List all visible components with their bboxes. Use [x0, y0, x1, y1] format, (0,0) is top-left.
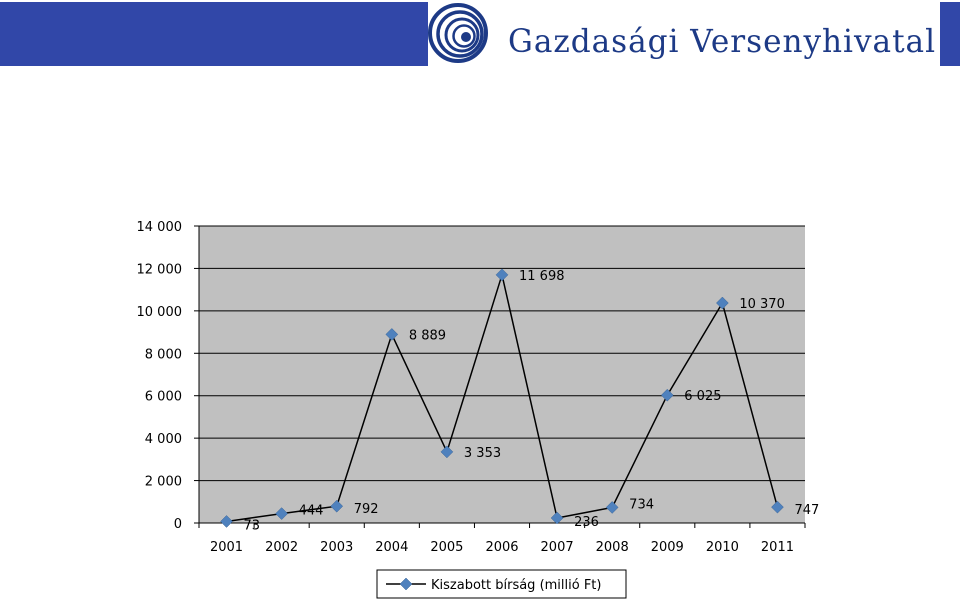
data-point [275, 507, 288, 520]
y-tick-label: 12 000 [137, 262, 183, 277]
data-point [330, 499, 344, 513]
x-tick-label: 2008 [596, 540, 629, 555]
legend-marker-swatch [399, 577, 413, 591]
data-label: 6 025 [684, 389, 721, 404]
data-point [660, 388, 674, 402]
data-label: 10 370 [739, 297, 785, 312]
data-label: 8 889 [409, 328, 446, 343]
x-tick-label: 2009 [651, 540, 684, 555]
y-tick-label: 8 000 [145, 347, 182, 362]
data-label: 236 [574, 515, 599, 530]
y-tick-label: 4 000 [145, 432, 182, 447]
legend: Kiszabott bírság (millió Ft) [376, 569, 627, 599]
header-band-left [0, 2, 428, 66]
y-tick-label: 14 000 [137, 220, 183, 235]
data-point [716, 296, 729, 310]
y-tick-label: 2 000 [145, 475, 182, 490]
x-tick-label: 2005 [430, 540, 463, 555]
y-tick-label: 6 000 [145, 390, 182, 405]
data-label: 73 [244, 518, 261, 533]
data-label: 792 [354, 502, 379, 517]
x-tick-label: 2002 [265, 540, 298, 555]
x-tick-label: 2010 [706, 540, 739, 555]
data-label: 3 353 [464, 446, 501, 461]
data-point [385, 328, 399, 341]
data-point [605, 501, 619, 514]
header: Gazdasági Versenyhivatal [0, 0, 960, 66]
legend-label: Kiszabott bírság (millió Ft) [431, 578, 601, 593]
data-point [495, 268, 509, 282]
header-logo: Gazdasági Versenyhivatal [428, 3, 936, 63]
x-tick-label: 2001 [210, 540, 243, 555]
data-label: 747 [794, 503, 819, 518]
spiral-icon [428, 3, 488, 63]
x-tick-label: 2011 [761, 540, 794, 555]
x-tick-label: 2006 [485, 540, 518, 555]
data-point [440, 445, 454, 459]
x-tick-label: 2007 [541, 540, 574, 555]
brand-name: Gazdasági Versenyhivatal [508, 22, 936, 60]
data-point [550, 511, 564, 525]
y-tick-label: 10 000 [137, 305, 183, 320]
y-tick-label: 0 [174, 517, 182, 532]
data-label: 11 698 [519, 269, 565, 284]
header-band-right [940, 2, 960, 66]
x-tick-label: 2004 [375, 540, 408, 555]
data-label: 734 [629, 497, 654, 512]
data-point [771, 500, 784, 514]
data-label: 444 [299, 504, 324, 519]
x-tick-label: 2003 [320, 540, 353, 555]
data-point [220, 515, 233, 528]
